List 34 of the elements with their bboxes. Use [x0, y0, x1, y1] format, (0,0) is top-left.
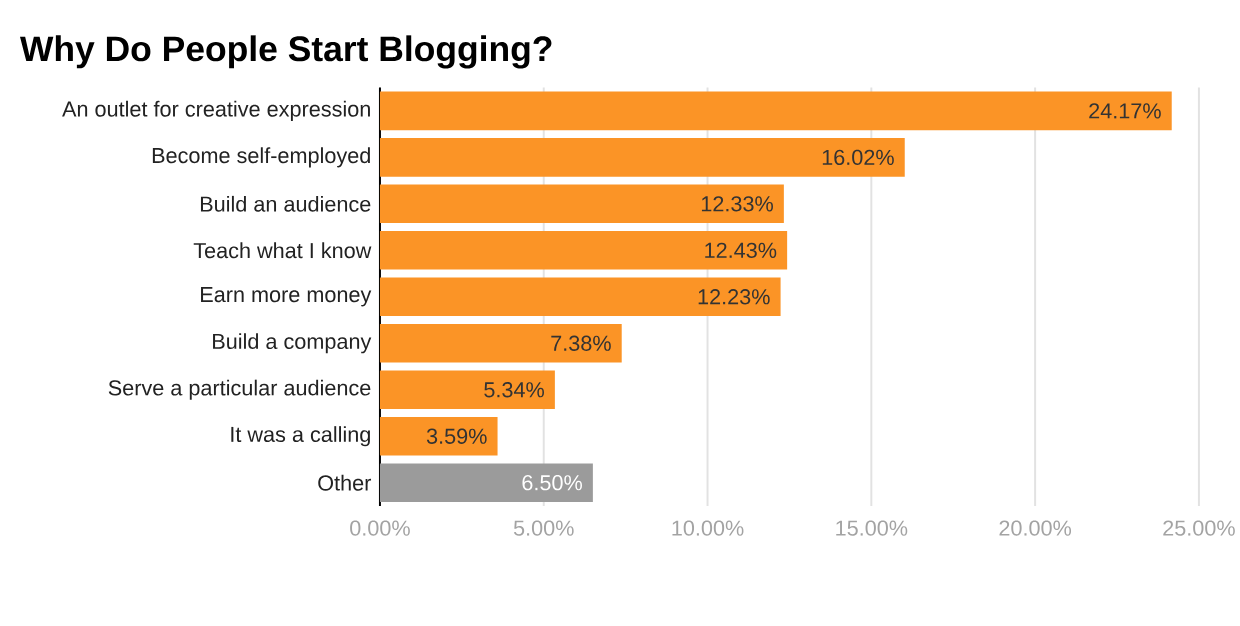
data-label: 3.59%	[426, 428, 487, 444]
data-label: 24.17%	[1089, 103, 1161, 119]
data-label: 5.34%	[484, 382, 544, 398]
bar	[379, 231, 788, 270]
chart-title: Why Do People Start Blogging?	[19, 35, 552, 69]
data-label: 12.23%	[698, 289, 770, 305]
y-tick-label: Become self-employed	[152, 147, 370, 168]
x-tick-label: 5.00%	[513, 520, 574, 536]
data-label: 12.43%	[705, 242, 777, 258]
x-tick-label: 10.00%	[672, 520, 744, 536]
bar	[379, 91, 1172, 131]
bar	[379, 277, 781, 317]
bar	[379, 138, 905, 177]
bar	[379, 416, 498, 456]
y-tick-label: Serve a particular audience	[108, 379, 371, 400]
x-tick-label: 25.00%	[1163, 520, 1235, 536]
data-label: 12.33%	[701, 196, 773, 212]
y-tick-label: It was a calling	[231, 426, 370, 447]
y-tick-label: Build an audience	[200, 195, 371, 212]
y-tick-label: Build a company	[213, 333, 372, 354]
x-tick-label: 0.00%	[350, 520, 410, 536]
y-tick-label: Earn more money	[201, 287, 372, 307]
data-label: 6.50%	[522, 475, 582, 491]
bar	[379, 184, 784, 224]
bar	[379, 323, 622, 363]
bar	[379, 370, 555, 410]
y-tick-label: An outlet for creative expression	[62, 100, 370, 121]
y-tick-label: Other	[318, 474, 372, 491]
data-label: 7.38%	[551, 335, 611, 351]
x-tick-label: 20.00%	[999, 520, 1072, 536]
data-label: 16.02%	[822, 149, 894, 165]
bar	[379, 463, 593, 502]
x-tick-label: 15.00%	[836, 520, 908, 536]
y-tick-label: Teach what I know	[193, 242, 372, 259]
